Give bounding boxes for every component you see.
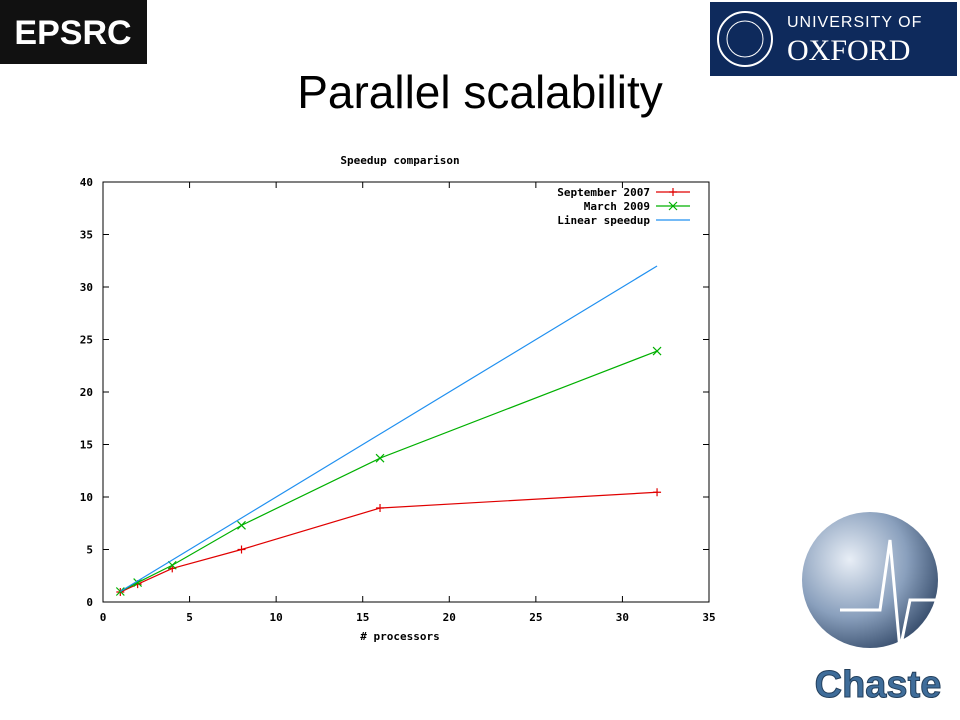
point-marker — [376, 504, 385, 513]
x-tick-label: 35 — [702, 611, 715, 624]
oxford-crest-inner — [726, 20, 764, 58]
y-tick-label: 10 — [80, 491, 93, 504]
x-tick-label: 20 — [443, 611, 456, 624]
x-tick-label: 25 — [529, 611, 542, 624]
chart: Speedup comparison # processors 0 5 10 15 20 25… — [80, 154, 716, 643]
point-marker — [653, 488, 662, 497]
legend-label: September 2007 — [557, 186, 650, 199]
x-tick-label: 30 — [616, 611, 629, 624]
plot-border — [102, 181, 710, 603]
y-tick-label: 40 — [80, 176, 93, 189]
oxford-text-bottom: OXFORD — [787, 34, 910, 67]
point-marker — [668, 201, 678, 211]
oxford-text-top: UNIVERSITY OF — [787, 14, 922, 31]
point-marker — [669, 188, 677, 196]
x-tick-label: 10 — [270, 611, 283, 624]
point-marker — [167, 560, 177, 570]
point-marker — [115, 587, 125, 596]
x-tick-label: 5 — [186, 611, 193, 624]
x-axis-label: # processors — [360, 630, 439, 643]
point-marker — [237, 545, 246, 554]
y-tick-label: 0 — [86, 596, 93, 609]
chart-title: Speedup comparison — [340, 154, 459, 167]
y-tick-label: 15 — [80, 439, 93, 452]
point-marker — [652, 346, 662, 356]
oxford-logo — [710, 2, 957, 76]
chaste-text: Chaste — [815, 664, 942, 706]
y-tick-label: 20 — [80, 386, 93, 399]
epsrc-text: EPSRC — [14, 14, 131, 52]
x-tick-label: 0 — [100, 611, 107, 624]
point-marker — [237, 520, 246, 530]
y-tick-label: 5 — [86, 544, 93, 557]
oxford-crest — [717, 11, 773, 67]
legend-label: March 2009 — [584, 200, 650, 213]
series-line — [120, 265, 658, 593]
chaste-sphere — [802, 512, 938, 648]
series-line — [120, 350, 658, 593]
slide-title: Parallel scalability — [297, 66, 663, 118]
y-tick-label: 25 — [80, 334, 93, 347]
y-tick-label: 30 — [80, 281, 93, 294]
legend-label: Linear speedup — [557, 214, 650, 227]
x-tick-label: 15 — [356, 611, 369, 624]
epsrc-logo — [0, 0, 147, 64]
point-marker — [375, 453, 385, 463]
chaste-trace — [840, 539, 945, 651]
y-tick-label: 35 — [80, 229, 93, 242]
